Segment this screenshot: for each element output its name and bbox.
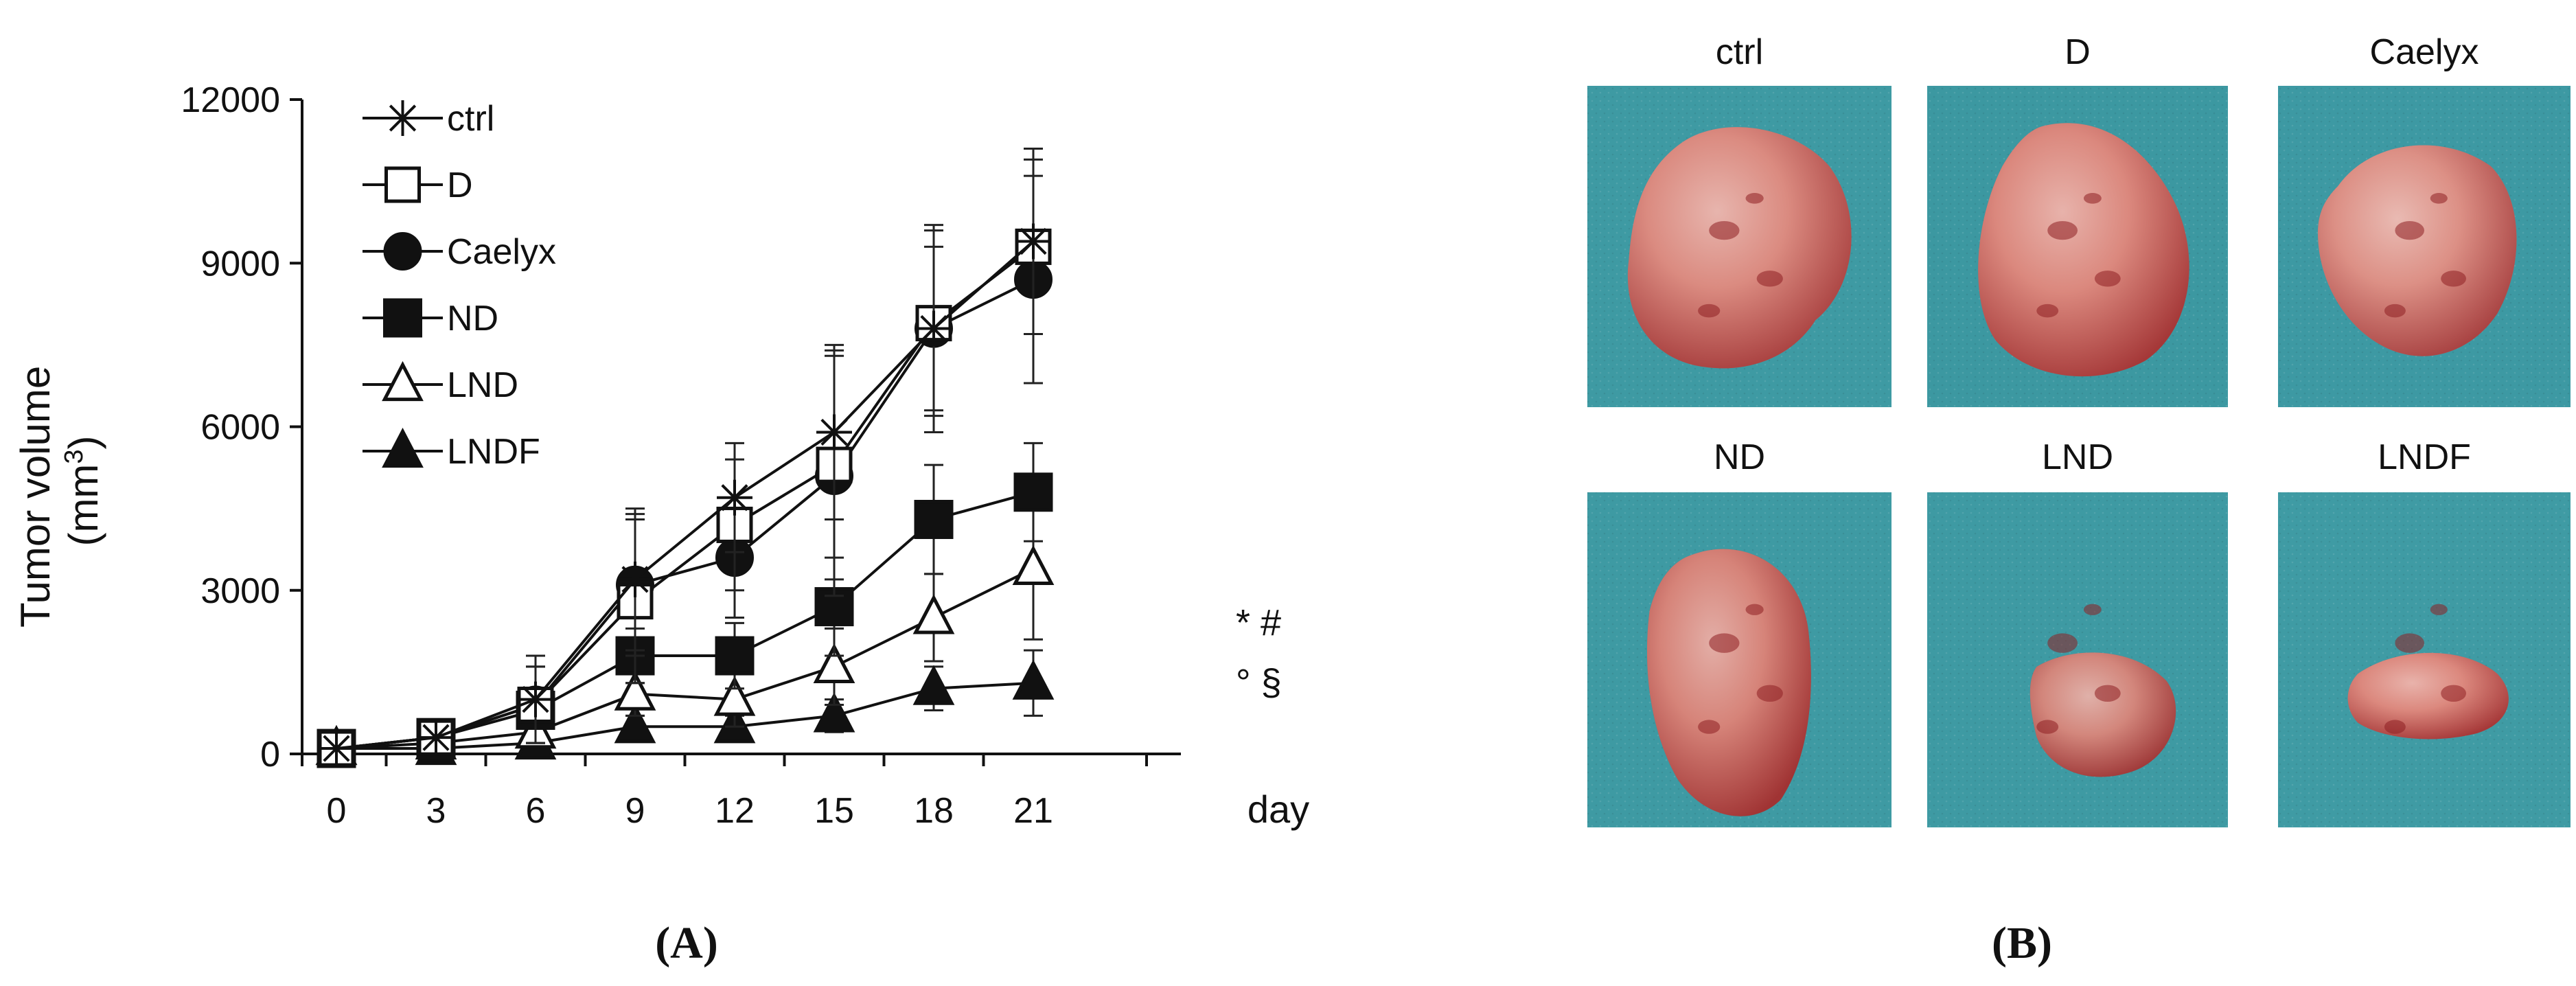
legend-item-ctrl: ctrl (363, 99, 494, 139)
data-point-asterisk (617, 561, 653, 597)
data-point-open-triangle (614, 670, 656, 711)
legend-label: LNDF (447, 432, 540, 472)
data-point-asterisk (1015, 223, 1051, 260)
panel-a-label: (A) (655, 918, 718, 968)
x-tick-label: 9 (625, 791, 645, 831)
data-point-asterisk (916, 310, 952, 347)
legend-label: D (447, 165, 473, 205)
series-nd (317, 442, 1053, 768)
tumor-photo-lndf: LNDF (2278, 437, 2571, 827)
series-caelyx (317, 174, 1053, 768)
photo-label: LNDF (2378, 437, 2471, 477)
legend-item-nd: ND (363, 298, 498, 339)
legend-item-lndf: LNDF (363, 427, 540, 472)
x-axis: 0 3 6 9 12 15 18 21 (301, 753, 1181, 831)
photo-label: ND (1714, 437, 1765, 477)
y-axis-title-line1: Tumor volume (12, 366, 58, 628)
x-tick-label: 18 (914, 791, 954, 831)
legend-label: ctrl (447, 99, 494, 139)
data-point-filled-triangle (614, 703, 656, 744)
series-ctrl (319, 147, 1051, 767)
data-point-open-triangle (912, 594, 955, 634)
tumor-specimen (1978, 123, 2189, 377)
data-point-filled-circle (383, 232, 422, 271)
photo-label: D (2065, 32, 2091, 72)
tumor-photo-lnd: LND (1927, 437, 2228, 827)
y-tick-label: 9000 (200, 244, 280, 284)
data-point-filled-triangle (382, 427, 424, 468)
y-axis-title-unit: (mm (60, 464, 106, 547)
y-axis: 0 3000 6000 9000 12000 (181, 80, 303, 775)
data-point-open-triangle (713, 676, 756, 716)
panel-b-label: (B) (1992, 918, 2052, 968)
tumor-specimen (1646, 549, 1811, 816)
y-tick-label: 3000 (200, 571, 280, 611)
tumor-specimen (2029, 604, 2176, 777)
photo-label: LND (2042, 437, 2113, 477)
x-tick-label: 21 (1013, 791, 1053, 831)
series-layer (315, 147, 1055, 768)
tumor-specimen (1627, 127, 1852, 369)
tumor-photo-caelyx: Caelyx (2278, 32, 2571, 407)
y-tick-label: 6000 (200, 408, 280, 448)
data-point-open-triangle (813, 643, 855, 683)
data-point-filled-square (715, 636, 755, 676)
tumor-photo-nd: ND (1587, 437, 1891, 827)
photo-label: Caelyx (2370, 32, 2479, 72)
data-point-asterisk (319, 731, 354, 767)
data-point-open-square (384, 166, 421, 203)
data-point-open-triangle (382, 360, 424, 402)
data-point-filled-triangle (813, 692, 855, 733)
x-tick-label: 12 (715, 791, 755, 831)
data-point-asterisk (518, 681, 553, 718)
x-tick-label: 6 (526, 791, 546, 831)
photo-label: ctrl (1716, 32, 1763, 72)
data-point-open-triangle (1012, 544, 1055, 586)
tumor-photo-d: D (1927, 32, 2228, 407)
legend-label: Caelyx (447, 232, 556, 272)
x-tick-label: 0 (327, 791, 347, 831)
y-axis-title-superscript: 3 (60, 449, 89, 463)
legend-label: ND (447, 299, 498, 339)
y-tick-label: 0 (260, 735, 280, 775)
data-point-filled-triangle (912, 665, 955, 705)
legend: ctrl D Caelyx ND LND LNDF (363, 99, 556, 472)
legend-item-d: D (363, 165, 473, 205)
tumor-photos-grid: ctrl D Caelyx ND LND LNDF (1587, 32, 2571, 827)
data-point-filled-triangle (1012, 659, 1055, 700)
x-axis-title: day (1247, 788, 1309, 831)
data-point-filled-square (914, 500, 954, 540)
legend-label: LND (447, 365, 518, 405)
legend-item-caelyx: Caelyx (363, 232, 556, 272)
significance-marks-lower: ° § (1236, 662, 1282, 703)
data-point-filled-square (383, 298, 422, 338)
y-axis-title-unit-end: ) (60, 435, 106, 449)
legend-item-lnd: LND (363, 360, 518, 405)
tumor-specimen (2318, 145, 2517, 356)
data-point-asterisk (816, 414, 852, 450)
tumor-specimen (2347, 604, 2509, 740)
series-line (336, 240, 1035, 750)
x-tick-label: 15 (814, 791, 854, 831)
tumor-growth-chart: 0 3000 6000 9000 12000 0 3 6 9 12 15 18 21 ctrl D Cae… (12, 80, 1309, 831)
data-point-asterisk (418, 720, 454, 756)
y-axis-title: Tumor volume (mm3) (12, 354, 106, 628)
data-point-filled-square (1013, 472, 1053, 512)
y-tick-label: 12000 (181, 80, 280, 120)
significance-marks-upper: * # (1236, 602, 1281, 643)
tumor-photo-ctrl: ctrl (1587, 32, 1891, 407)
data-point-asterisk (717, 479, 752, 516)
data-point-asterisk (384, 100, 421, 136)
x-tick-label: 3 (426, 791, 446, 831)
